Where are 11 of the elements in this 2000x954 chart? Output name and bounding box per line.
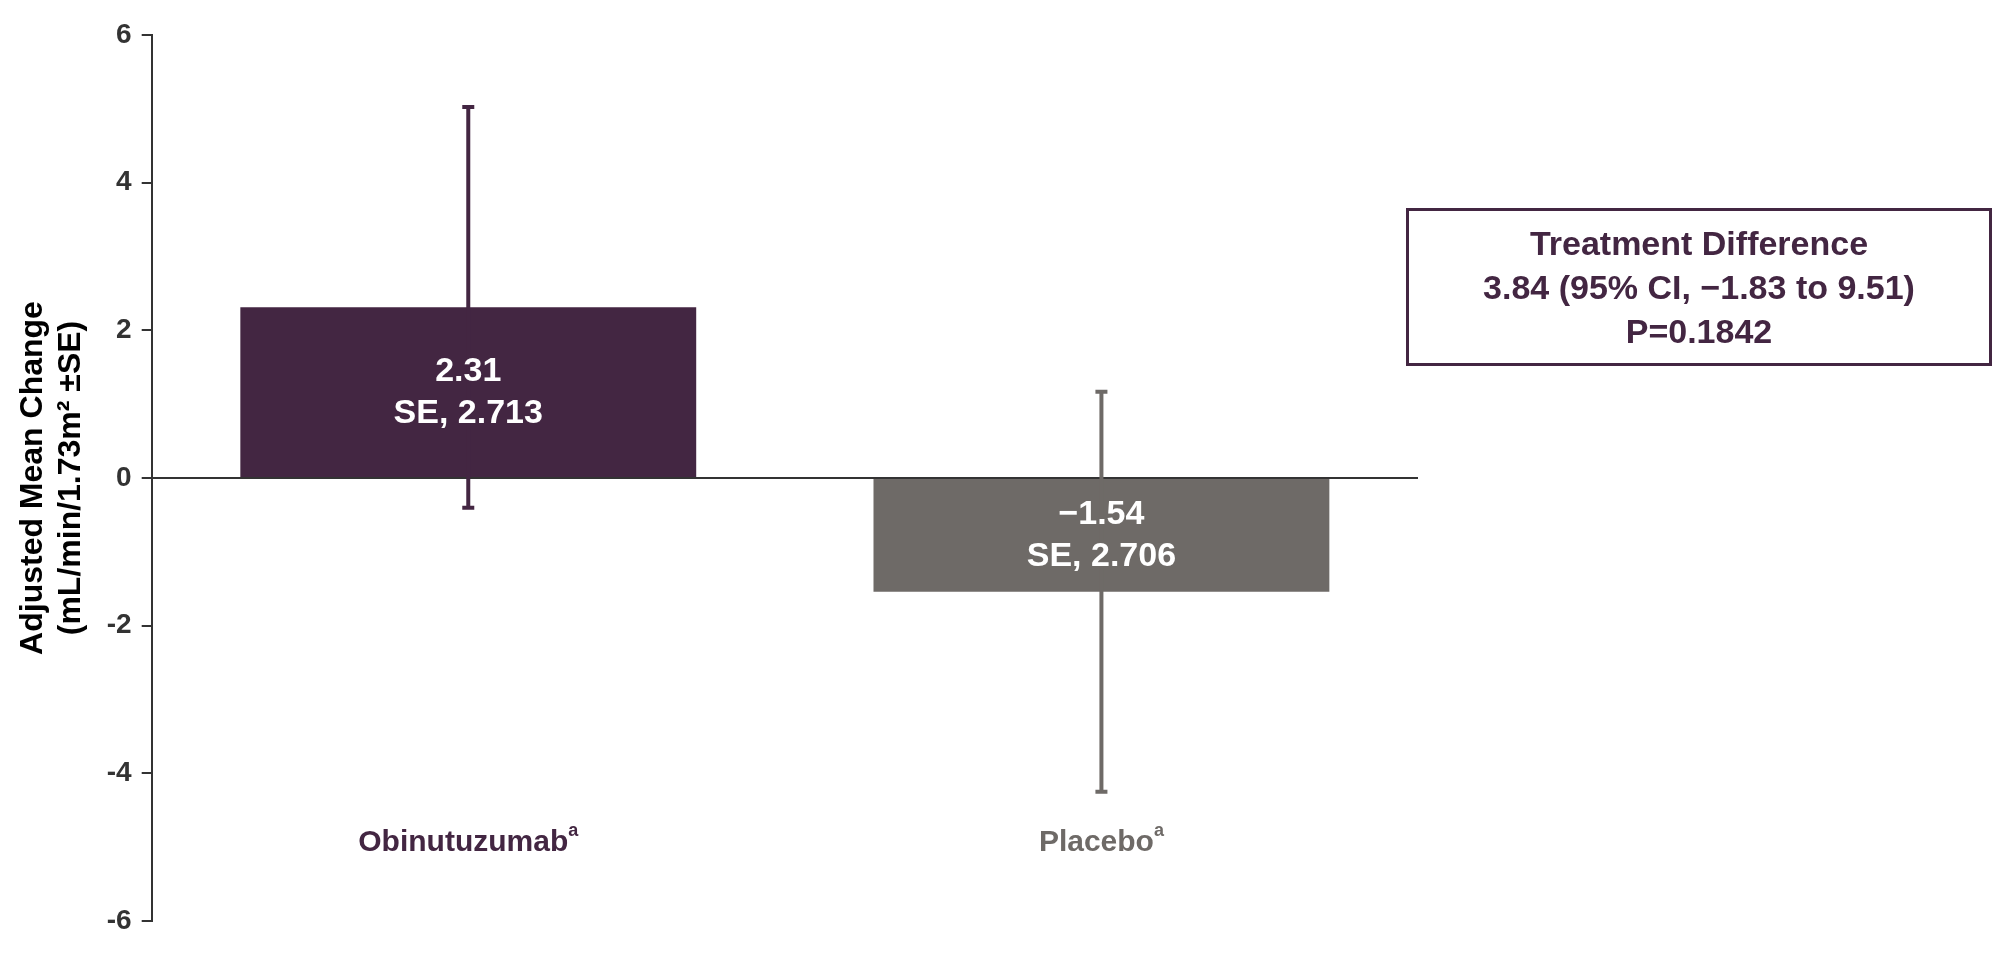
y-tick-label: -6: [106, 903, 132, 935]
y-tick-label: 2: [116, 312, 132, 344]
y-tick-label: 6: [116, 17, 132, 49]
note-box: Treatment Difference 3.84 (95% CI, −1.83 to 9.51) P=0.1842: [1406, 208, 1992, 366]
data-label: 2.31 SE, 2.713: [393, 349, 543, 430]
y-tick-label: -4: [106, 756, 133, 788]
y-tick-label: 0: [116, 460, 132, 492]
data-label: −1.54 SE, 2.706: [1026, 492, 1177, 573]
y-tick-label: 4: [116, 165, 133, 197]
y-axis-title: Adjusted Mean Change (mL/min/1.73m² ±SE): [13, 301, 88, 655]
y-tick-label: -2: [106, 608, 132, 640]
